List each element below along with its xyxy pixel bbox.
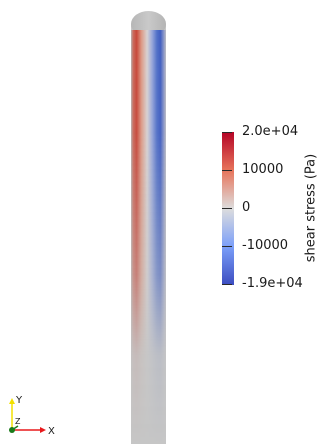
colorbar-tick-min xyxy=(222,284,232,285)
colorbar-label-10000: 10000 xyxy=(242,162,284,177)
x-axis-label: X xyxy=(48,426,55,437)
x-axis-arrow-icon xyxy=(40,427,46,433)
z-axis-line xyxy=(11,425,19,431)
colorbar-tick-max xyxy=(222,132,232,133)
colorbar-label-neg10000: -10000 xyxy=(242,238,289,253)
y-axis-arrow-icon xyxy=(9,398,15,404)
z-axis-label: Z xyxy=(15,417,21,426)
colorbar-label-0: 0 xyxy=(242,200,251,215)
colorbar-tick-0 xyxy=(222,208,232,209)
colorbar-min-label: -1.9e+04 xyxy=(242,276,303,291)
colorbar-tick-10000 xyxy=(222,170,232,171)
colorbar-tick-neg10000 xyxy=(222,246,232,247)
rod-body xyxy=(131,11,166,444)
colorbar-title: shear stress (Pa) xyxy=(303,153,319,263)
orientation-axes: Y X Z xyxy=(9,395,55,437)
colorbar-max-label: 2.0e+04 xyxy=(242,124,299,139)
y-axis-label: Y xyxy=(15,395,23,406)
